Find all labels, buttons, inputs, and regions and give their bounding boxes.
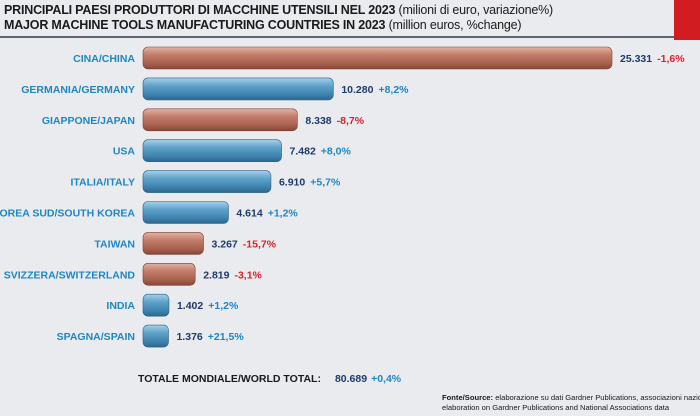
category-label: COREA SUD/SOUTH KOREA [0,208,135,220]
bar [142,293,170,317]
value-label: 7.482 +8,0% [290,146,352,158]
bar [142,46,613,70]
title-english-main: MAJOR MACHINE TOOLS MANUFACTURING COUNTR… [4,18,386,32]
category-label: SPAGNA/SPAIN [57,331,135,343]
category-label: USA [113,146,136,158]
category-label: INDIA [106,300,135,312]
category-label: SVIZZERA/SWITZERLAND [4,269,136,281]
world-total-change: +0,4% [371,373,402,385]
source-text-1: elaborazione su dati Gardner Publication… [495,393,700,402]
value-label: 8.338 -8,7% [305,115,364,127]
change-label: +1,2% [208,300,239,312]
change-label: +8,0% [321,146,352,158]
bar [142,324,169,348]
value-label: 1.376 +21,5% [176,331,244,343]
source-line-1: Fonte/Source: elaborazione su dati Gardn… [442,393,700,403]
title-english-units: (million euros, %change) [388,18,522,32]
category-label: GIAPPONE/JAPAN [42,115,135,127]
red-corner-accent [674,0,700,40]
chart-title: PRINCIPALI PAESI PRODUTTORI DI MACCHINE … [4,3,664,33]
title-italian-units: (milioni di euro, variazione%) [398,3,553,17]
value-label: 4.614 +1,2% [236,208,298,220]
source-label: Fonte/Source: [442,393,494,402]
value-label: 3.267 -15,7% [211,238,276,250]
bar [142,262,196,286]
value-label: 10.280 +8,2% [341,84,409,96]
change-label: +8,2% [378,84,409,96]
bar [142,77,334,101]
change-label: -1,6% [657,53,685,65]
source-line-2: elaboration on Gardner Publications and … [442,403,670,412]
world-total-label: TOTALE MONDIALE/WORLD TOTAL: [138,373,321,385]
value-label: 1.402 +1,2% [177,300,239,312]
bar [142,139,282,162]
value-label: 25.331 -1,6% [620,53,685,65]
change-label: +21,5% [208,331,245,343]
title-english: MAJOR MACHINE TOOLS MANUFACTURING COUNTR… [4,18,664,33]
bar [142,201,229,224]
bar [142,108,298,132]
value-label: 2.819 -3,1% [203,269,262,281]
value-label: 6.910 +5,7% [279,177,341,189]
world-total-value: 80.689 [334,373,368,385]
change-label: +5,7% [310,177,341,189]
change-label: -3,1% [234,269,262,281]
category-label: CINA/CHINA [73,53,135,65]
change-label: -15,7% [243,238,277,250]
world-total: TOTALE MONDIALE/WORLD TOTAL: 80.689 +0,4% [138,373,401,385]
title-italian: PRINCIPALI PAESI PRODUTTORI DI MACCHINE … [4,3,664,18]
category-label: ITALIA/ITALY [70,177,135,189]
category-label: TAIWAN [94,238,135,250]
bar-chart: CINA/CHINA 25.331 -1,6% GERMANIA/GERMANY 10.… [0,46,685,348]
title-italian-main: PRINCIPALI PAESI PRODUTTORI DI MACCHINE … [4,3,396,17]
category-label: GERMANIA/GERMANY [21,84,135,96]
change-label: +1,2% [268,208,299,220]
bar [142,232,204,255]
title-divider [0,36,674,38]
change-label: -8,7% [337,115,365,127]
bar [142,170,272,193]
source-note: Fonte/Source: elaborazione su dati Gardn… [442,393,700,413]
